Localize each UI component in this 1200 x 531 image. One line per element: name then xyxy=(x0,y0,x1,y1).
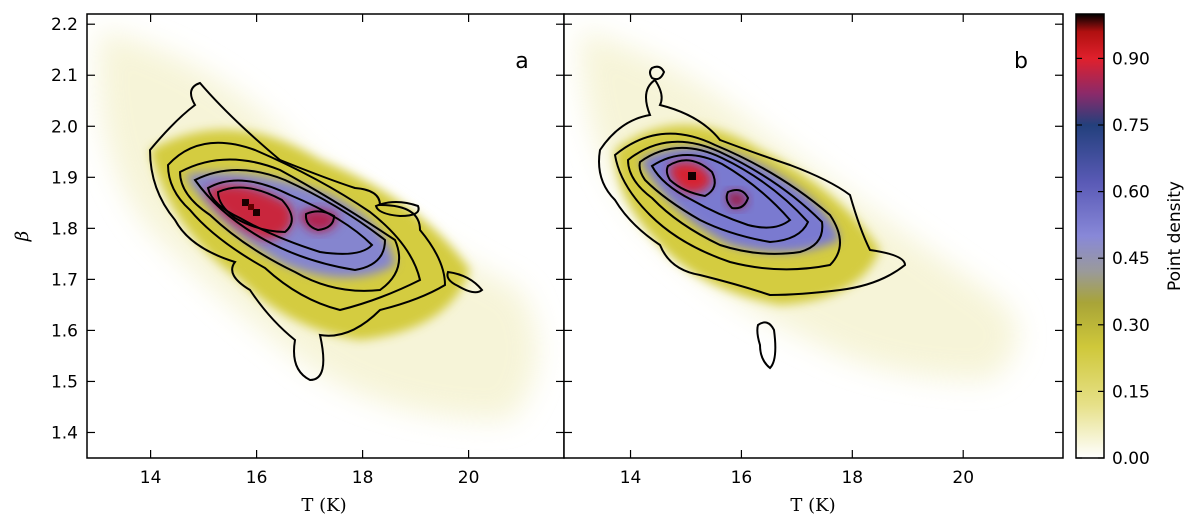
panel-b-x-tick-label: 20 xyxy=(952,468,974,488)
panel-a-density xyxy=(87,14,564,458)
panel-b-x-tick-label: 18 xyxy=(841,468,863,488)
axes: 14 16 18 20 14 16 18 20 1.4 1.5 1.6 1.7 1.8 1.9 2.0 2.1… xyxy=(51,14,1063,488)
panel-a-x-tick-label: 20 xyxy=(458,468,480,488)
panel-b-label: b xyxy=(1014,49,1028,74)
colorbar-tick-label: 0.90 xyxy=(1112,49,1150,69)
colorbar-ticks: 0.00 0.15 0.30 0.45 0.60 0.75 0.90 xyxy=(1076,49,1150,469)
y-tick-label: 1.8 xyxy=(51,219,78,239)
colorbar-tick-label: 0.75 xyxy=(1112,116,1150,136)
colorbar-tick-label: 0.60 xyxy=(1112,183,1150,203)
panel-a: a xyxy=(86,13,565,459)
y-tick-label: 1.9 xyxy=(51,168,78,188)
y-tick-label: 1.7 xyxy=(51,270,78,290)
y-tick-label: 2.0 xyxy=(51,117,78,137)
colorbar: 0.00 0.15 0.30 0.45 0.60 0.75 0.90 Point densi… xyxy=(1075,13,1185,469)
panel-a-x-tick-label: 14 xyxy=(140,468,162,488)
panel-b-density xyxy=(564,14,1063,458)
y-tick-label: 1.4 xyxy=(51,423,78,443)
y-tick-label: 2.2 xyxy=(51,15,78,35)
panel-a-x-axis-label: T (K) xyxy=(301,495,346,516)
panel-b-x-axis-label: T (K) xyxy=(790,495,835,516)
colorbar-tick-label: 0.30 xyxy=(1112,316,1150,336)
panel-a-x-tick-label: 18 xyxy=(352,468,374,488)
panel-b-x-tick-label: 14 xyxy=(620,468,642,488)
y-tick-label: 1.5 xyxy=(51,372,78,392)
panel-a-x-tick-label: 16 xyxy=(246,468,268,488)
y-tick-label: 2.1 xyxy=(51,66,78,86)
y-axis-label: β xyxy=(12,231,33,242)
panel-b-x-tick-label: 16 xyxy=(731,468,753,488)
colorbar-label: Point density xyxy=(1165,181,1185,291)
panel-b-frame xyxy=(563,13,1064,459)
panel-a-label: a xyxy=(515,49,528,74)
colorbar-tick-label: 0.45 xyxy=(1112,249,1150,269)
colorbar-tick-label: 0.15 xyxy=(1112,382,1150,402)
panel-b: b xyxy=(563,13,1064,459)
y-tick-label: 1.6 xyxy=(51,321,78,341)
colorbar-gradient xyxy=(1075,13,1105,459)
colorbar-tick-label: 0.00 xyxy=(1112,449,1150,469)
